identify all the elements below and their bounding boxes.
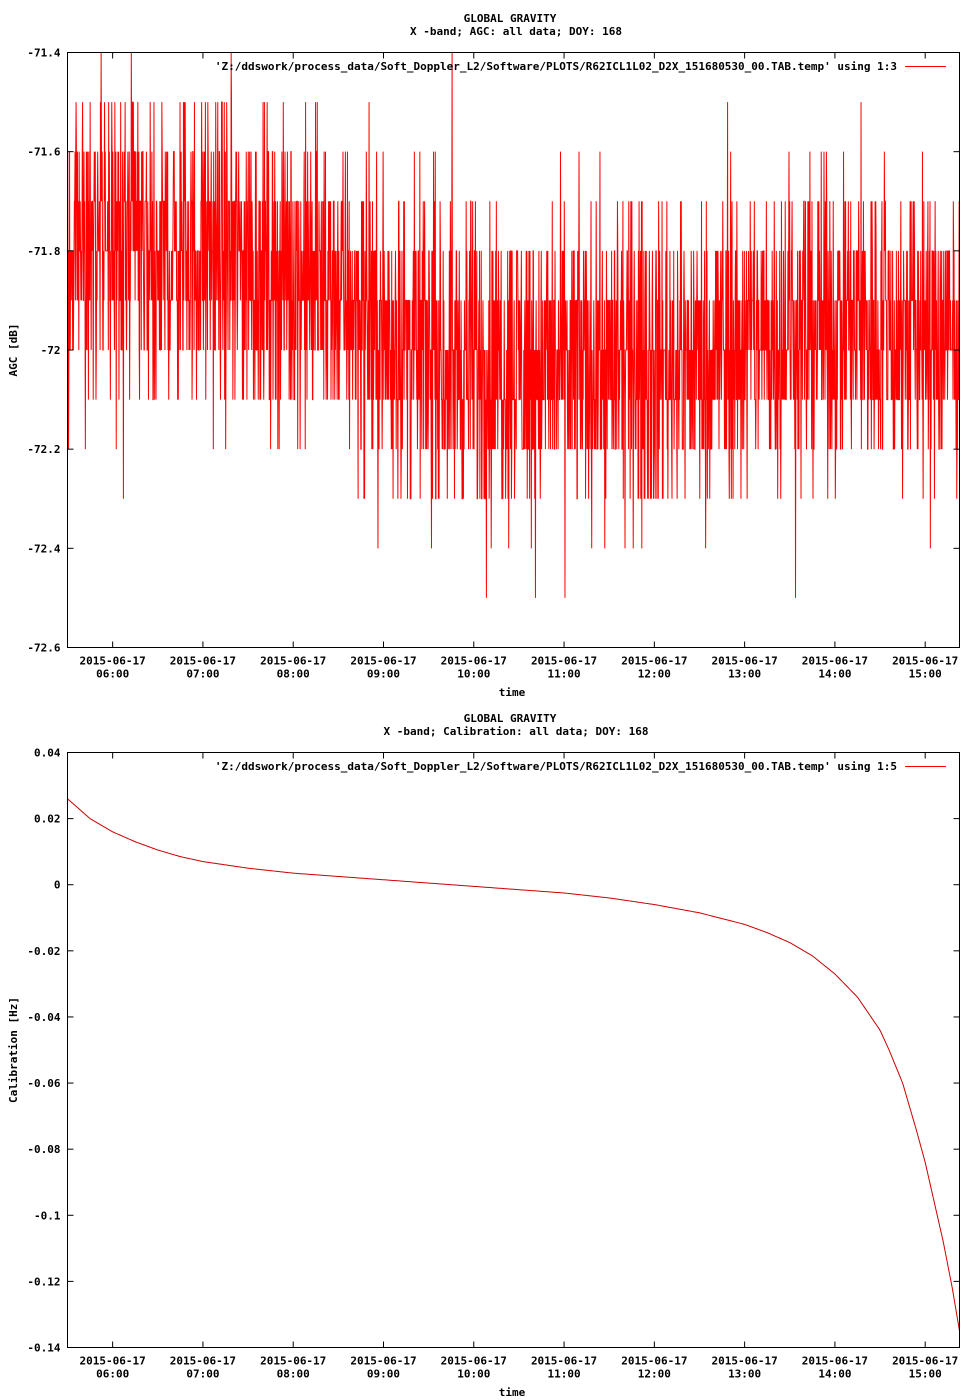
- agc-x-tick-time: 11:00: [547, 668, 580, 681]
- calibration-y-tick-label: -0.02: [27, 945, 60, 958]
- agc-x-tick-date: 2015-06-17: [802, 655, 868, 668]
- calibration-y-axis: 0.04 0.02 0 -0.02 -0.04 -0.06 -0.08 -0.1 -0.12 -0…: [27, 747, 960, 1355]
- agc-chart-subtitle: X -band; AGC: all data; DOY: 168: [410, 25, 622, 38]
- calibration-x-tick-date: 2015-06-17: [441, 1355, 507, 1368]
- calibration-x-tick-date: 2015-06-17: [531, 1355, 597, 1368]
- calibration-x-tick-date: 2015-06-17: [80, 1355, 146, 1368]
- agc-x-tick-date: 2015-06-17: [621, 655, 687, 668]
- calibration-x-tick-date: 2015-06-17: [802, 1355, 868, 1368]
- calibration-legend-label: 'Z:/ddswork/process_data/Soft_Doppler_L2…: [215, 760, 897, 773]
- calibration-y-tick-label: 0.02: [34, 813, 61, 826]
- agc-y-tick-label: -71.8: [27, 245, 60, 258]
- calibration-x-tick-time: 09:00: [367, 1368, 400, 1381]
- calibration-chart: GLOBAL GRAVITY X -band; Calibration: all…: [7, 712, 960, 1399]
- calibration-y-axis-label: Calibration [Hz]: [7, 997, 20, 1103]
- calibration-x-tick-time: 13:00: [728, 1368, 761, 1381]
- agc-x-tick-date: 2015-06-17: [712, 655, 778, 668]
- agc-y-tick-label: -71.4: [27, 47, 60, 60]
- agc-y-tick-label: -72: [41, 344, 61, 357]
- agc-x-axis-label: time: [499, 686, 526, 699]
- calibration-x-tick-date: 2015-06-17: [892, 1355, 958, 1368]
- agc-series-line: [67, 52, 960, 598]
- calibration-x-tick-time: 06:00: [96, 1368, 129, 1381]
- calibration-legend: 'Z:/ddswork/process_data/Soft_Doppler_L2…: [215, 760, 946, 773]
- agc-x-tick-time: 14:00: [818, 668, 851, 681]
- calibration-x-tick-time: 10:00: [457, 1368, 490, 1381]
- agc-x-tick-time: 07:00: [186, 668, 219, 681]
- agc-x-tick-time: 06:00: [96, 668, 129, 681]
- calibration-x-tick-date: 2015-06-17: [621, 1355, 687, 1368]
- calibration-y-tick-label: -0.12: [27, 1275, 60, 1288]
- calibration-chart-subtitle: X -band; Calibration: all data; DOY: 168: [384, 725, 649, 738]
- calibration-chart-title: GLOBAL GRAVITY: [464, 712, 557, 725]
- calibration-y-tick-label: 0.04: [34, 747, 61, 760]
- agc-y-tick-label: -72.6: [27, 642, 60, 655]
- agc-x-axis: 2015-06-1706:002015-06-1707:002015-06-17…: [80, 52, 958, 681]
- calibration-x-tick-date: 2015-06-17: [712, 1355, 778, 1368]
- calibration-y-tick-label: 0: [54, 879, 61, 892]
- agc-x-tick-date: 2015-06-17: [80, 655, 146, 668]
- calibration-x-tick-time: 15:00: [909, 1368, 942, 1381]
- agc-y-axis: -71.4 -71.6 -71.8 -72 -72.2 -72.4 -72.6: [27, 47, 960, 655]
- calibration-x-tick-time: 08:00: [277, 1368, 310, 1381]
- agc-x-tick-date: 2015-06-17: [531, 655, 597, 668]
- agc-legend: 'Z:/ddswork/process_data/Soft_Doppler_L2…: [215, 60, 946, 73]
- calibration-x-axis-label: time: [499, 1386, 526, 1399]
- agc-x-tick-time: 15:00: [909, 668, 942, 681]
- agc-y-tick-label: -71.6: [27, 146, 60, 159]
- calibration-x-tick-date: 2015-06-17: [260, 1355, 326, 1368]
- calibration-plot-area: [67, 798, 960, 1332]
- agc-x-tick-date: 2015-06-17: [892, 655, 958, 668]
- agc-x-tick-date: 2015-06-17: [350, 655, 416, 668]
- agc-y-tick-label: -72.4: [27, 542, 60, 555]
- agc-x-tick-time: 10:00: [457, 668, 490, 681]
- agc-x-tick-date: 2015-06-17: [441, 655, 507, 668]
- agc-chart: GLOBAL GRAVITY X -band; AGC: all data; D…: [7, 12, 960, 699]
- calibration-y-tick-label: -0.04: [27, 1011, 60, 1024]
- agc-y-axis-label: AGC [dB]: [7, 324, 20, 377]
- agc-y-tick-label: -72.2: [27, 443, 60, 456]
- agc-x-tick-time: 08:00: [277, 668, 310, 681]
- calibration-x-tick-time: 12:00: [638, 1368, 671, 1381]
- calibration-y-tick-label: -0.1: [34, 1209, 61, 1222]
- calibration-x-axis: 2015-06-1706:002015-06-1707:002015-06-17…: [80, 752, 958, 1381]
- calibration-x-tick-date: 2015-06-17: [170, 1355, 236, 1368]
- agc-chart-title: GLOBAL GRAVITY: [464, 12, 557, 25]
- calibration-y-tick-label: -0.14: [27, 1342, 60, 1355]
- calibration-x-tick-time: 11:00: [547, 1368, 580, 1381]
- calibration-y-tick-label: -0.06: [27, 1077, 60, 1090]
- calibration-x-tick-time: 07:00: [186, 1368, 219, 1381]
- calibration-x-tick-date: 2015-06-17: [350, 1355, 416, 1368]
- agc-x-tick-time: 12:00: [638, 668, 671, 681]
- calibration-series-line: [67, 798, 960, 1332]
- agc-plot-area: [67, 52, 960, 598]
- calibration-y-tick-label: -0.08: [27, 1143, 60, 1156]
- calibration-plot-frame: [67, 752, 960, 1348]
- agc-x-tick-date: 2015-06-17: [170, 655, 236, 668]
- agc-x-tick-date: 2015-06-17: [260, 655, 326, 668]
- calibration-x-tick-time: 14:00: [818, 1368, 851, 1381]
- agc-legend-label: 'Z:/ddswork/process_data/Soft_Doppler_L2…: [215, 60, 897, 73]
- agc-x-tick-time: 09:00: [367, 668, 400, 681]
- agc-x-tick-time: 13:00: [728, 668, 761, 681]
